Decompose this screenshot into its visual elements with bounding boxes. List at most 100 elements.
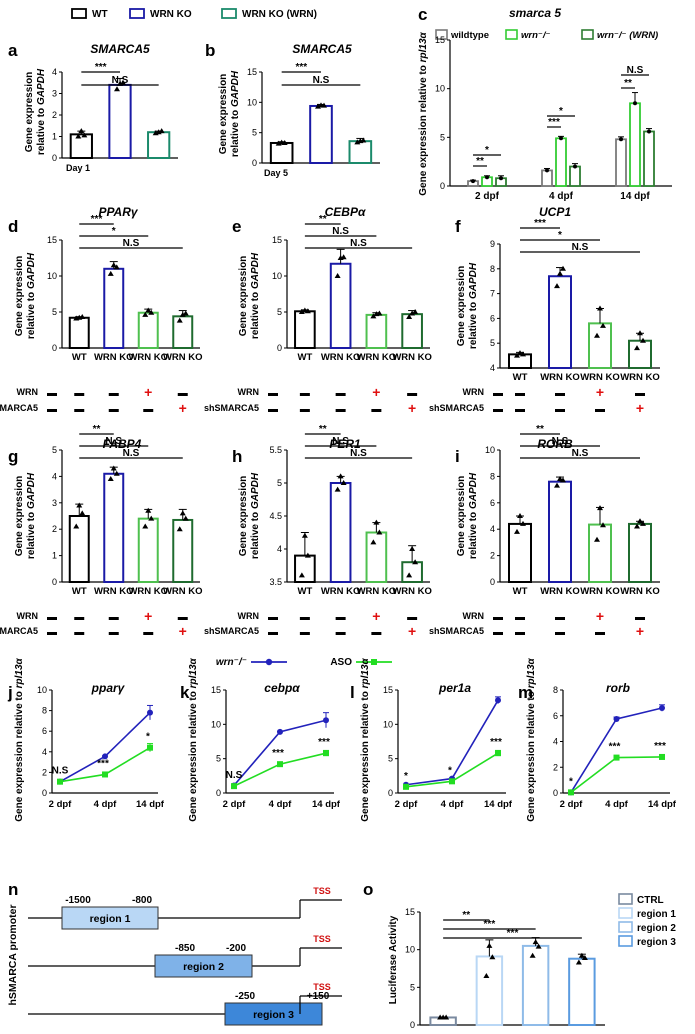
chart-title: PER1	[329, 437, 361, 451]
data-point	[529, 952, 536, 958]
chart-title: pparγ	[91, 681, 126, 695]
x-tick-label: WRN KO	[620, 372, 660, 383]
x-tick-label: 4 dpf	[269, 799, 293, 810]
data-point	[376, 529, 383, 535]
data-point	[517, 513, 523, 518]
panel-letter-n: n	[8, 880, 18, 899]
y-tick-label: 5.5	[269, 445, 282, 455]
y-tick-label: 15	[247, 67, 257, 77]
data-point	[298, 309, 305, 314]
significance-label: *	[404, 771, 408, 782]
data-point	[120, 79, 126, 85]
significance-label: ***	[534, 218, 546, 229]
bar	[521, 944, 550, 1027]
treatment-plus: +	[144, 384, 152, 400]
bar	[555, 137, 567, 187]
y-tick-label: 5	[52, 445, 57, 455]
y-axis-label-prefix: Gene expression relative to	[188, 688, 199, 821]
y-axis-label-gene: GAPDH	[468, 472, 479, 509]
x-tick-label: WRN KO	[321, 352, 361, 363]
chart-title: FABP4	[103, 437, 142, 451]
y-tick-label: 0	[388, 788, 393, 798]
legend-swatch	[618, 921, 633, 933]
panel-letter-k: k	[180, 683, 190, 702]
x-tick-label: WRN KO	[540, 586, 580, 597]
treatment-plus: +	[636, 623, 644, 639]
treatment-dash: ▬	[595, 627, 605, 638]
data-point	[597, 305, 603, 311]
data-point	[557, 476, 563, 482]
panel-letter-b: b	[205, 41, 215, 60]
y-axis-label: Gene expression relative to rpl13α	[360, 657, 371, 821]
y-tick-label: 8	[42, 706, 47, 716]
treatment-plus: +	[408, 400, 416, 416]
treatment-dash: ▬	[268, 388, 278, 399]
data-point	[304, 552, 311, 558]
data-point	[145, 507, 152, 513]
bar	[329, 262, 352, 350]
data-point	[113, 264, 120, 270]
significance-label: ***	[272, 748, 284, 759]
y-tick-label: 8	[490, 471, 495, 481]
y-axis-label-prefix: relative to	[250, 289, 261, 339]
x-tick-label: WRN KO	[163, 352, 203, 363]
data-point	[613, 715, 620, 722]
x-tick-label: WRN KO	[357, 352, 397, 363]
treatment-dash: ▬	[300, 388, 310, 399]
data-point	[514, 352, 520, 358]
significance-label: ***	[97, 758, 109, 769]
treatment-label-shsmarca5: shSMARCA5	[0, 403, 38, 413]
y-axis-label-prefix: relative to	[36, 105, 47, 155]
region-start: -1500	[65, 895, 91, 906]
y-tick-label: 0	[52, 153, 57, 163]
y-axis-label-prefix: relative to	[250, 509, 261, 559]
panel-letter-l: l	[350, 683, 355, 702]
treatment-plus: +	[372, 608, 380, 624]
data-point	[145, 307, 152, 313]
y-axis-label: Gene expression	[24, 72, 35, 153]
legend-label: wrn⁻/⁻ (WRN)	[597, 30, 658, 41]
treatment-dash: ▬	[300, 612, 310, 623]
series-line	[59, 712, 151, 783]
legend-label: region 3	[637, 937, 676, 948]
y-tick-label: 15	[383, 685, 393, 695]
treatment-dash: ▬	[178, 612, 188, 623]
treatment-plus: +	[144, 608, 152, 624]
bar	[588, 523, 612, 584]
treatment-dash: ▬	[371, 404, 381, 415]
x-tick-label: WRN KO	[620, 586, 660, 597]
legend-swatch	[581, 29, 594, 40]
series-line	[405, 699, 499, 786]
y-tick-label: 4	[553, 737, 558, 747]
data-point	[182, 515, 189, 521]
legend-label: wildtype	[450, 30, 489, 41]
data-point	[142, 311, 149, 317]
bar	[147, 131, 171, 159]
x-tick-label: 14 dpf	[312, 799, 341, 810]
y-tick-label: 9	[490, 239, 495, 249]
data-point	[182, 310, 189, 316]
y-tick-label: 4	[277, 544, 282, 554]
treatment-plus: +	[596, 384, 604, 400]
tss-label: TSS	[313, 934, 331, 944]
panel-letter-e: e	[232, 217, 241, 236]
y-tick-label: 10	[47, 271, 57, 281]
y-tick-label: 0	[490, 577, 495, 587]
y-axis-label: Gene expression	[238, 476, 249, 557]
data-point	[148, 515, 155, 521]
data-point	[147, 709, 153, 716]
y-tick-label: 10	[383, 719, 393, 729]
promoter-region-box	[224, 1002, 323, 1026]
y-axis-label-gene: GAPDH	[250, 472, 261, 509]
chart-title: UCP1	[539, 205, 571, 219]
legend-label: WT	[92, 9, 108, 20]
y-tick-label: 4	[42, 747, 47, 757]
data-point	[158, 128, 165, 134]
y-axis-label-prefix: relative to	[26, 289, 37, 339]
y-axis-label-2: relative to GAPDH	[26, 472, 37, 559]
y-tick-label: 6	[42, 726, 47, 736]
y-tick-label: 10	[435, 84, 445, 94]
significance-label: *	[559, 106, 563, 117]
bar	[548, 275, 572, 369]
tss-label: TSS	[313, 982, 331, 992]
